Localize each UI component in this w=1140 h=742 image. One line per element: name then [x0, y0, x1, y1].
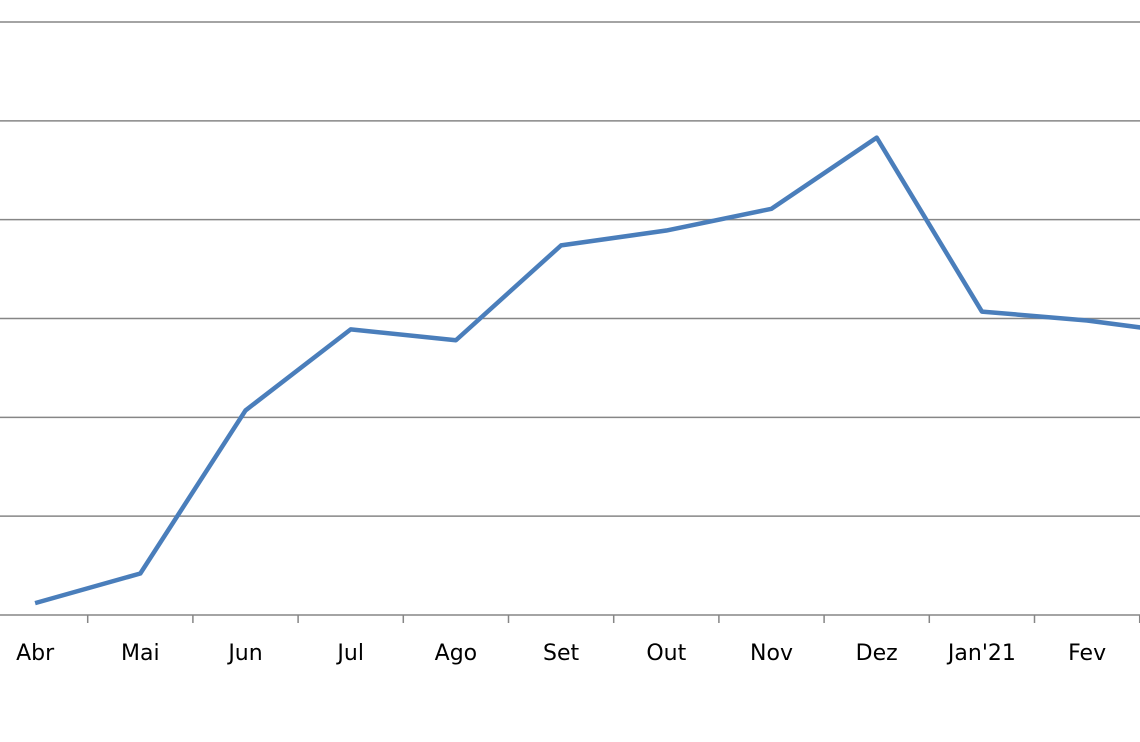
x-tick-label: Fev	[1068, 641, 1106, 666]
x-tick-label: Jun	[226, 641, 262, 666]
x-tick-label: Out	[646, 641, 686, 666]
data-line	[34, 135, 1140, 606]
x-tick-label: Mai	[121, 641, 160, 666]
x-tick-label: Dez	[856, 641, 898, 666]
x-tick-label: Abr	[16, 641, 55, 666]
x-tick-label: Nov	[750, 641, 793, 666]
x-tick-label: Ago	[435, 641, 477, 666]
x-tick-label: Jul	[335, 641, 364, 666]
x-tick-label: Jan'21	[946, 641, 1016, 666]
x-tick-label: Set	[543, 641, 580, 666]
